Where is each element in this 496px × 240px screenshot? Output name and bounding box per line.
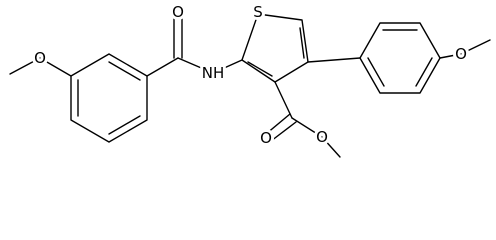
- atom-label: NH: [202, 64, 225, 82]
- molecule-diagram: O O NH S O O O: [9, 3, 491, 158]
- atom-label: S: [253, 3, 263, 21]
- atom-label: O: [455, 45, 467, 63]
- atom-label: O: [34, 49, 46, 67]
- atom-label: O: [172, 3, 184, 21]
- bonds: [9, 13, 491, 158]
- atom-label: O: [316, 128, 328, 146]
- atom-label: O: [260, 129, 272, 147]
